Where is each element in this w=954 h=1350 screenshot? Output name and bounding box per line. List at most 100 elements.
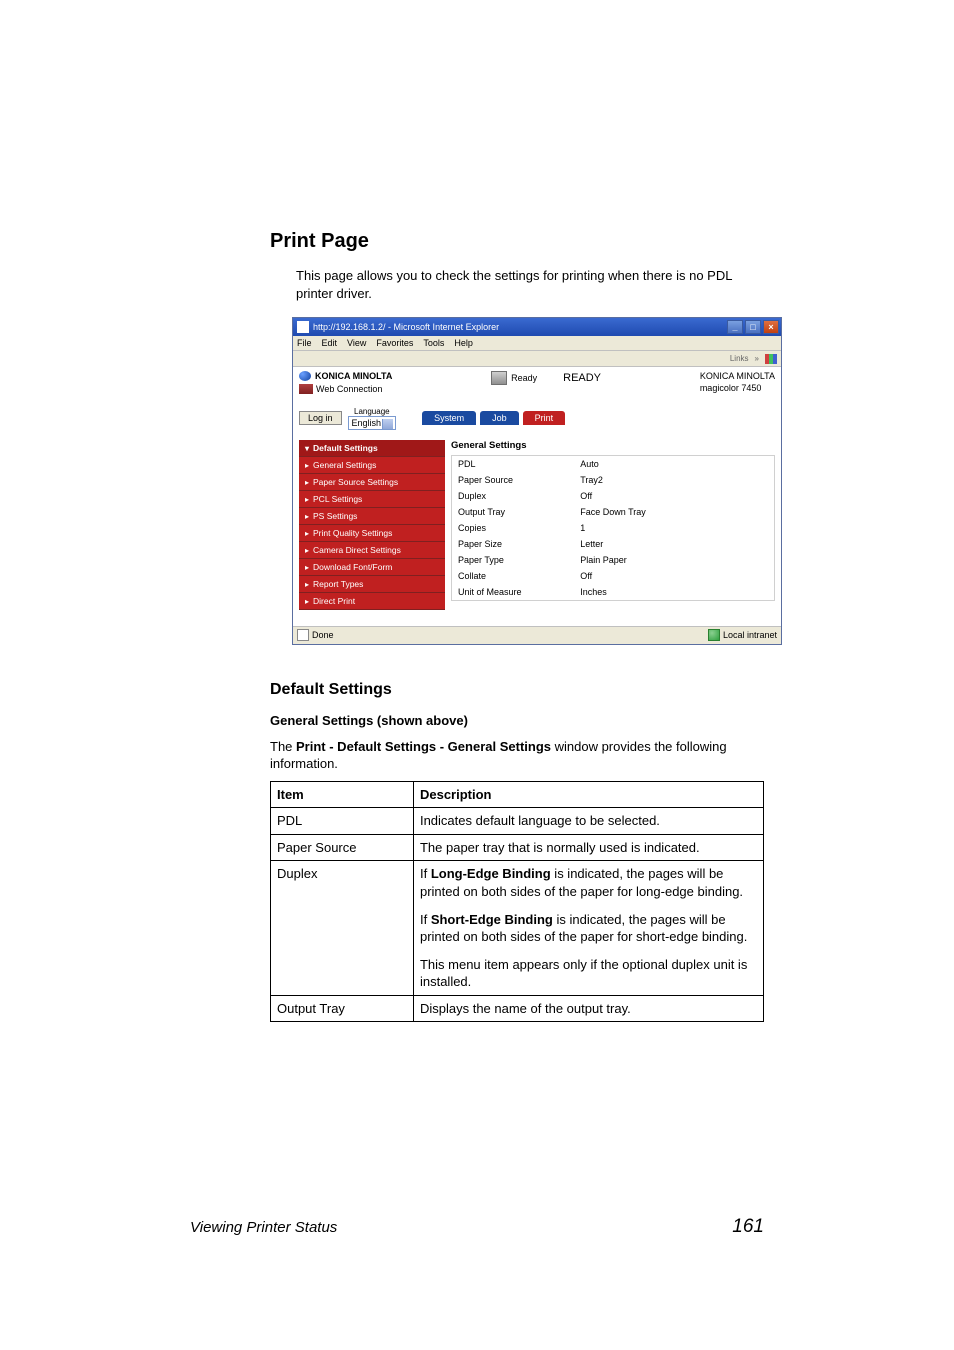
cell-val: Auto (574, 455, 774, 472)
sidebar-item-general[interactable]: General Settings (299, 457, 445, 474)
chevron-right-icon (305, 477, 309, 487)
details-title: General Settings (451, 440, 775, 451)
cell-key: Collate (452, 568, 575, 584)
printer-icon (491, 371, 507, 385)
table-row: CollateOff (452, 568, 775, 584)
sidebar-item-label: Direct Print (313, 596, 355, 606)
t: This menu item appears only if the optio… (420, 956, 757, 991)
cell-val: 1 (574, 520, 774, 536)
footer-left: Viewing Printer Status (190, 1219, 337, 1236)
table-row: PDLAuto (452, 455, 775, 472)
cell-key: Output Tray (452, 504, 575, 520)
tab-job[interactable]: Job (480, 411, 519, 425)
done-icon (297, 629, 309, 641)
table-row: DuplexOff (452, 488, 775, 504)
login-button[interactable]: Log in (299, 411, 342, 425)
page-title: Print Page (270, 230, 764, 253)
chevron-right-icon (305, 579, 309, 589)
menu-file[interactable]: File (297, 338, 312, 348)
links-chevron-icon[interactable]: » (755, 354, 759, 363)
menu-tools[interactable]: Tools (423, 338, 444, 348)
cell-key: Paper Size (452, 536, 575, 552)
details-panel: General Settings PDLAuto Paper SourceTra… (451, 440, 775, 610)
t: Long-Edge Binding (431, 866, 551, 881)
cell-item: Duplex (271, 861, 414, 995)
cell-key: Unit of Measure (452, 584, 575, 601)
table-row: Output TrayFace Down Tray (452, 504, 775, 520)
table-row: PDL Indicates default language to be sel… (271, 808, 764, 835)
sidebar-item-label: Paper Source Settings (313, 477, 398, 487)
cell-item: PDL (271, 808, 414, 835)
chevron-right-icon (305, 511, 309, 521)
cell-key: Duplex (452, 488, 575, 504)
cell-val: Letter (574, 536, 774, 552)
window-title: http://192.168.1.2/ - Microsoft Internet… (313, 322, 727, 332)
sidebar-item-ps[interactable]: PS Settings (299, 508, 445, 525)
sidebar-item-label: PS Settings (313, 511, 357, 521)
sidebar-item-report[interactable]: Report Types (299, 576, 445, 593)
details-table: PDLAuto Paper SourceTray2 DuplexOff Outp… (451, 455, 775, 601)
spec-table: Item Description PDL Indicates default l… (270, 781, 764, 1022)
menu-view[interactable]: View (347, 338, 366, 348)
para-bold: Print - Default Settings - General Setti… (296, 739, 551, 754)
maximize-button[interactable]: □ (745, 320, 761, 334)
status-done: Done (312, 630, 334, 640)
table-row: Paper SizeLetter (452, 536, 775, 552)
chevron-right-icon (305, 460, 309, 470)
menu-favorites[interactable]: Favorites (376, 338, 413, 348)
chevron-right-icon (305, 562, 309, 572)
chevron-right-icon (305, 596, 309, 606)
section-heading: Default Settings (270, 681, 764, 699)
sidebar-item-label: PCL Settings (313, 494, 362, 504)
product-name: Web Connection (316, 384, 382, 394)
close-button[interactable]: × (763, 320, 779, 334)
col-item: Item (271, 781, 414, 808)
chevron-right-icon (305, 545, 309, 555)
table-row: Copies1 (452, 520, 775, 536)
status-text: READY (563, 372, 601, 384)
cell-desc: Displays the name of the output tray. (413, 995, 763, 1022)
sidebar-header-label: Default Settings (313, 443, 378, 453)
ie-icon (297, 321, 309, 333)
sidebar: Default Settings General Settings Paper … (299, 440, 445, 610)
sidebar-item-label: General Settings (313, 460, 376, 470)
subsection-heading: General Settings (shown above) (270, 713, 764, 728)
col-desc: Description (413, 781, 763, 808)
tab-system[interactable]: System (422, 411, 476, 425)
menu-edit[interactable]: Edit (322, 338, 338, 348)
sidebar-item-label: Download Font/Form (313, 562, 392, 572)
sidebar-header[interactable]: Default Settings (299, 440, 445, 457)
sidebar-item-pcl[interactable]: PCL Settings (299, 491, 445, 508)
links-label[interactable]: Links (730, 354, 749, 363)
menu-help[interactable]: Help (454, 338, 473, 348)
cell-desc: If Long-Edge Binding is indicated, the p… (413, 861, 763, 995)
sidebar-item-quality[interactable]: Print Quality Settings (299, 525, 445, 542)
sidebar-item-download[interactable]: Download Font/Form (299, 559, 445, 576)
status-label: Ready (511, 373, 537, 383)
table-row: Paper SourceTray2 (452, 472, 775, 488)
links-bar: Links » (293, 351, 781, 367)
km-logo-icon (299, 371, 311, 381)
cell-item: Output Tray (271, 995, 414, 1022)
model-line2: magicolor 7450 (700, 383, 775, 395)
language-select[interactable]: English (348, 416, 397, 430)
table-row: Output Tray Displays the name of the out… (271, 995, 764, 1022)
sidebar-item-papersource[interactable]: Paper Source Settings (299, 474, 445, 491)
cell-desc: Indicates default language to be selecte… (413, 808, 763, 835)
chevron-right-icon (305, 494, 309, 504)
tab-print[interactable]: Print (523, 411, 566, 425)
table-row: Duplex If Long-Edge Binding is indicated… (271, 861, 764, 995)
chevron-right-icon (305, 528, 309, 538)
browser-window: http://192.168.1.2/ - Microsoft Internet… (292, 317, 782, 644)
sidebar-item-camera[interactable]: Camera Direct Settings (299, 542, 445, 559)
minimize-button[interactable]: _ (727, 320, 743, 334)
cell-key: Paper Source (452, 472, 575, 488)
section-paragraph: The Print - Default Settings - General S… (270, 738, 764, 773)
sidebar-item-label: Camera Direct Settings (313, 545, 401, 555)
sidebar-item-label: Print Quality Settings (313, 528, 392, 538)
page-number: 161 (732, 1216, 764, 1238)
sidebar-item-direct[interactable]: Direct Print (299, 593, 445, 610)
cell-val: Face Down Tray (574, 504, 774, 520)
cell-key: Copies (452, 520, 575, 536)
t: If (420, 912, 431, 927)
